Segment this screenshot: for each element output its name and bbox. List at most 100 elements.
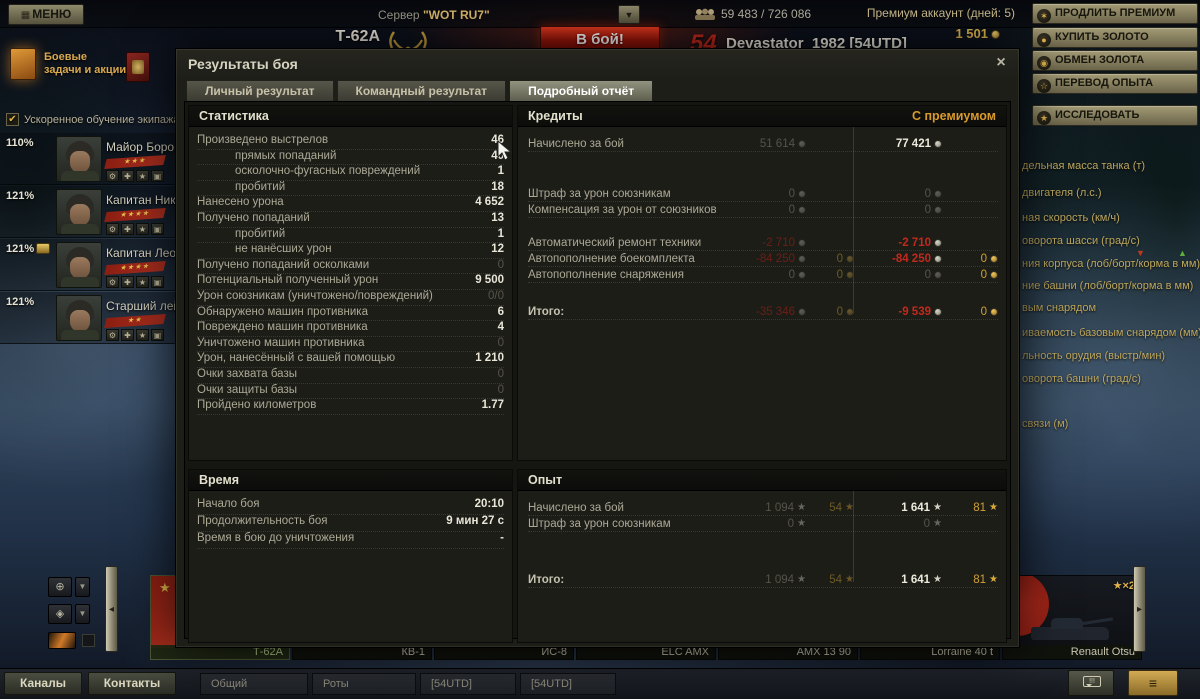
filter-checkbox[interactable] (82, 634, 95, 647)
experience-header: Опыт (518, 470, 1006, 491)
message-list-button[interactable]: ≡ (1128, 670, 1178, 696)
experience-star-icon: ★ (989, 501, 998, 513)
crew-member[interactable]: 110% Майор Борово ★★★ ⚙ ✚ ★ ▣ (0, 133, 200, 185)
characteristic-label: связи (м) (1022, 418, 1069, 430)
missions-book-icon (10, 48, 36, 80)
credits-coin-icon (798, 189, 806, 198)
characteristic-label: дельная масса танка (т) (1022, 160, 1146, 172)
money-label: Автопополнение боекомплекта (528, 252, 695, 265)
stat-row: Получено попаданий 13 (197, 212, 504, 228)
server-label: Сервер "WOT RU7" (378, 8, 490, 22)
primary-vehicle-filter[interactable] (48, 632, 76, 649)
account-button-3[interactable]: ☆ ПЕРЕВОД ОПЫТА (1032, 73, 1198, 94)
nation-filter-button[interactable]: ⊕ (48, 577, 72, 597)
account-button-label: ПРОДЛИТЬ ПРЕМИУМ (1055, 7, 1176, 19)
time-panel: Время Начало боя 20:10 Продолжительность б… (188, 469, 513, 643)
battle-training-book-icon[interactable] (126, 52, 150, 82)
crew-member[interactable]: 121% Капитан Никиф ★★★★ ⚙ ✚ ★ ▣ (0, 186, 200, 238)
stat-label: Получено попаданий (197, 211, 310, 224)
close-icon[interactable]: × (996, 54, 1006, 71)
value-cell: 1 641 ★ (901, 501, 942, 514)
stat-label: Урон союзникам (уничтожено/повреждений) (197, 289, 433, 302)
stat-row: Произведено выстрелов 46 (197, 134, 504, 150)
account-button-4[interactable]: ★ ИССЛЕДОВАТЬ (1032, 105, 1198, 126)
credits-coin-icon (934, 238, 942, 247)
account-button-label: ОБМЕН ЗОЛОТА (1055, 54, 1145, 66)
crew-percent: 121% (6, 243, 35, 255)
stat-row: Нанесено урона 4 652 (197, 196, 504, 212)
value-cell: 0 (942, 269, 998, 281)
stat-decrease-icon: ▼ (1136, 248, 1145, 258)
credits-header: Кредиты С премиумом (518, 106, 1006, 127)
crew-rank-stripe-icon: ★★★ (104, 154, 166, 170)
account-button-1[interactable]: ● КУПИТЬ ЗОЛОТО (1032, 27, 1198, 48)
credits-coin-icon (846, 307, 854, 316)
carousel-tank-name: Т-62А (151, 645, 289, 659)
tab-2[interactable]: Подробный отчёт (509, 80, 654, 102)
stat-value: 1.77 (481, 399, 504, 412)
carousel-right-arrow[interactable]: ▸ (1133, 566, 1146, 652)
stat-value: 12 (491, 243, 504, 256)
account-button-2[interactable]: ◉ ОБМЕН ЗОЛОТА (1032, 50, 1198, 71)
experience-star-icon: ★ (797, 517, 806, 529)
crew-training-checkbox[interactable]: ✔ (6, 113, 19, 126)
stat-label: Обнаружено машин противника (197, 305, 368, 318)
chat-notifications-button[interactable]: !!! (1068, 670, 1114, 696)
double-xp-badge: ★×2 (1112, 580, 1135, 592)
value-cell: 0 ★ (787, 517, 806, 530)
stat-row: Пройдено километров 1.77 (197, 399, 504, 415)
stat-value: 6 (497, 305, 504, 318)
stat-row: не нанёсших урон 12 (197, 243, 504, 259)
skill-icon: ▣ (151, 329, 164, 341)
menu-button[interactable]: ▦ МЕНЮ (8, 4, 84, 25)
class-filter-dropdown[interactable]: ▼ (75, 604, 90, 624)
skill-icon: ▣ (151, 223, 164, 235)
missions-entry[interactable]: Боевые задачи и акции (10, 48, 126, 80)
carousel-tank-name: ИС-8 (435, 645, 573, 659)
crew-member[interactable]: 121% Капитан Леоно ★★★★ ⚙ ✚ ★ ▣ (0, 239, 200, 291)
money-label: Начислено за бой (528, 137, 624, 150)
time-header: Время (189, 470, 512, 491)
premium-icon: ✶ (1037, 9, 1051, 23)
stat-value: 13 (491, 211, 504, 224)
value-cell: 0 (718, 188, 806, 200)
channel-tab[interactable]: [54UTD] (520, 673, 616, 695)
crew-rank-stripe-icon: ★★ (104, 313, 166, 329)
money-row: Автопополнение боекомплекта -84 250 0 -84 2… (528, 251, 998, 267)
carousel-slot[interactable]: ★×2 Renault Otsu (1002, 575, 1142, 660)
crew-name: Старший лейте (106, 299, 193, 313)
carousel-left-arrow[interactable]: ◂ (105, 566, 118, 652)
channel-tab[interactable]: [54UTD] (420, 673, 516, 695)
money-label: Штраф за урон союзникам (528, 517, 671, 530)
experience-star-icon: ★ (845, 573, 854, 585)
stat-row: Урон, нанесённый с вашей помощью 1 210 (197, 352, 504, 368)
account-button-0[interactable]: ✶ ПРОДЛИТЬ ПРЕМИУМ (1032, 3, 1198, 24)
channel-tab[interactable]: Общий (200, 673, 308, 695)
stat-row: пробитий 1 (197, 228, 504, 244)
crew-training-toggle[interactable]: ✔ Ускоренное обучение экипажа (6, 113, 180, 126)
crew-portrait-icon (56, 295, 102, 341)
crew-training-label: Ускоренное обучение экипажа (24, 113, 180, 126)
stat-value: 4 652 (475, 196, 504, 209)
bottom-button-contacts[interactable]: Контакты (88, 672, 176, 695)
stat-value: 0 (497, 258, 504, 271)
credits-coin-icon (798, 205, 806, 214)
server-dropdown[interactable]: ▼ (618, 5, 640, 24)
stat-value: 4 (497, 321, 504, 334)
convert-xp-icon: ☆ (1037, 79, 1051, 93)
channel-tab[interactable]: Роты (312, 673, 416, 695)
value-cell: 1 641 ★ (901, 573, 942, 586)
stat-label: пробитий (235, 180, 286, 193)
stat-value: 1 (497, 227, 504, 240)
tab-0[interactable]: Личный результат (186, 80, 334, 102)
nation-filter-dropdown[interactable]: ▼ (75, 577, 90, 597)
money-row: Итого: 1 094 ★ 54 ★ 1 641 ★ 81 ★ (528, 572, 998, 588)
tab-1[interactable]: Командный результат (336, 80, 507, 102)
characteristic-label: ние башни (лоб/борт/корма в мм) (1022, 280, 1194, 292)
money-row: Автопополнение снаряжения 0 0 0 0 (528, 267, 998, 283)
value-cell: 54 ★ (829, 501, 854, 514)
bottom-button-channels[interactable]: Каналы (4, 672, 82, 695)
vehicle-title: Т-62А (335, 28, 380, 45)
crew-member[interactable]: 121% Старший лейте ★★ ⚙ ✚ ★ ▣ (0, 292, 200, 344)
class-filter-button[interactable]: ◈ (48, 604, 72, 624)
